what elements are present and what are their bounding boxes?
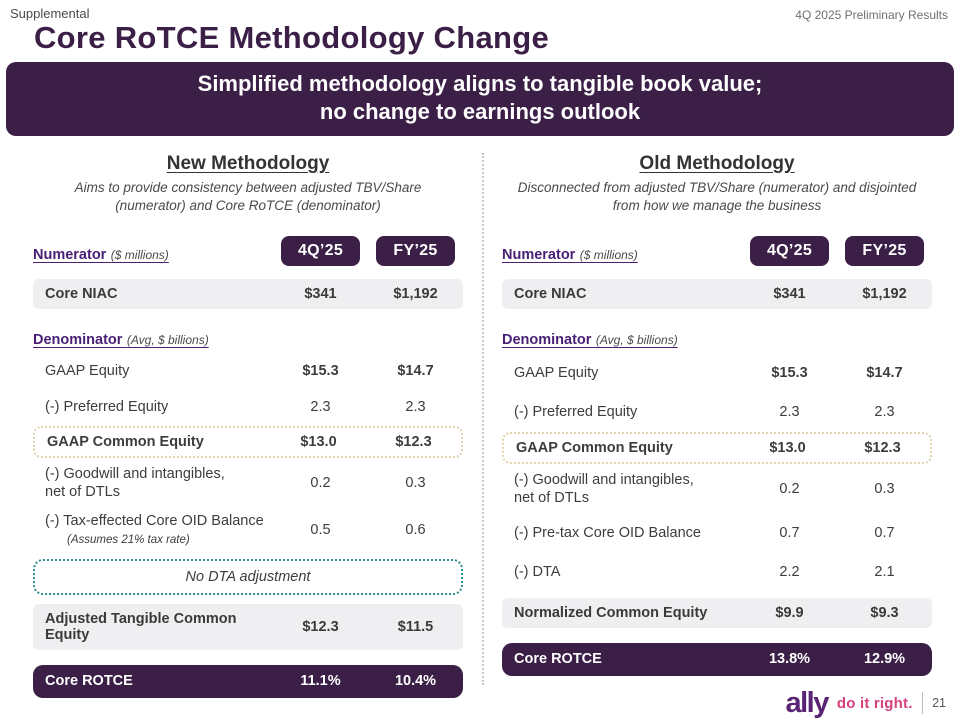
old-methodology-subtitle: Disconnected from adjusted TBV/Share (nu… <box>517 179 917 214</box>
slide-header: Supplemental 4Q 2025 Preliminary Results… <box>0 0 960 55</box>
old-table-header: Numerator ($ millions) 4Q’25 FY’25 <box>502 236 932 267</box>
table-row-highlight: GAAP Common Equity $13.0 $12.3 <box>33 426 463 459</box>
page-number: 21 <box>932 696 946 711</box>
banner-line-1: Simplified methodology aligns to tangibl… <box>197 70 763 96</box>
table-row: GAAP Equity $15.3 $14.7 <box>514 364 903 381</box>
column-divider <box>482 152 484 685</box>
table-row: (-) Pre-tax Core OID Balance 0.7 0.7 <box>514 525 895 542</box>
table-row: (-) Preferred Equity 2.3 2.3 <box>45 399 426 416</box>
denominator-section-label: Denominator (Avg, $ billions) <box>33 332 209 349</box>
slide-footer: ally do it right. 21 <box>785 686 947 719</box>
column-header-4q25: 4Q’25 <box>750 236 829 267</box>
column-header-fy25: FY’25 <box>845 236 924 267</box>
table-row-total: Normalized Common Equity $9.9 $9.3 <box>502 597 932 628</box>
table-row: Core NIAC $341 $1,192 <box>502 279 932 310</box>
column-header-fy25: FY’25 <box>376 236 455 267</box>
numerator-section-label: Numerator ($ millions) <box>33 247 169 264</box>
ally-logo: ally <box>785 686 830 719</box>
column-header-4q25: 4Q’25 <box>281 236 360 267</box>
core-rotce-row: Core ROTCE 13.8% 12.9% <box>502 642 932 676</box>
banner-line-2: no change to earnings outlook <box>319 98 641 124</box>
table-row: (-) DTA 2.2 2.1 <box>514 564 895 581</box>
table-row: (-) Goodwill and intangibles, net of DTLs… <box>514 472 895 507</box>
page-title: Core RoTCE Methodology Change <box>34 20 550 55</box>
table-row: (-) Tax-effected Core OID Balance (Assume… <box>45 512 426 546</box>
page-number-divider <box>921 692 924 715</box>
table-row: (-) Goodwill and intangibles, net of DTLs… <box>45 466 426 501</box>
old-methodology-heading: Old Methodology <box>639 152 795 174</box>
core-rotce-row: Core ROTCE 11.1% 10.4% <box>33 664 463 698</box>
denominator-section-label: Denominator (Avg, $ billions) <box>502 332 678 349</box>
new-table-header: Numerator ($ millions) 4Q’25 FY’25 <box>33 236 463 267</box>
table-row-highlight: GAAP Common Equity $13.0 $12.3 <box>502 432 932 465</box>
corner-note: 4Q 2025 Preliminary Results <box>795 8 948 22</box>
no-dta-adjustment-callout: No DTA adjustment <box>33 558 463 595</box>
ally-tagline: do it right. <box>836 694 913 712</box>
old-methodology-column: Old Methodology Disconnected from adjust… <box>480 149 960 695</box>
new-methodology-heading: New Methodology <box>166 152 330 174</box>
key-message-banner: Simplified methodology aligns to tangibl… <box>6 61 954 136</box>
new-methodology-subtitle: Aims to provide consistency between adju… <box>74 179 422 214</box>
new-methodology-column: New Methodology Aims to provide consiste… <box>0 149 480 698</box>
table-row: GAAP Equity $15.3 $14.7 <box>45 363 434 380</box>
supplemental-label: Supplemental <box>10 6 90 21</box>
comparison-columns: New Methodology Aims to provide consiste… <box>0 149 960 698</box>
table-row: (-) Preferred Equity 2.3 2.3 <box>514 403 895 420</box>
table-row-total: Adjusted Tangible Common Equity $12.3 $1… <box>33 603 463 650</box>
table-row: Core NIAC $341 $1,192 <box>33 279 463 310</box>
numerator-section-label: Numerator ($ millions) <box>502 247 638 264</box>
